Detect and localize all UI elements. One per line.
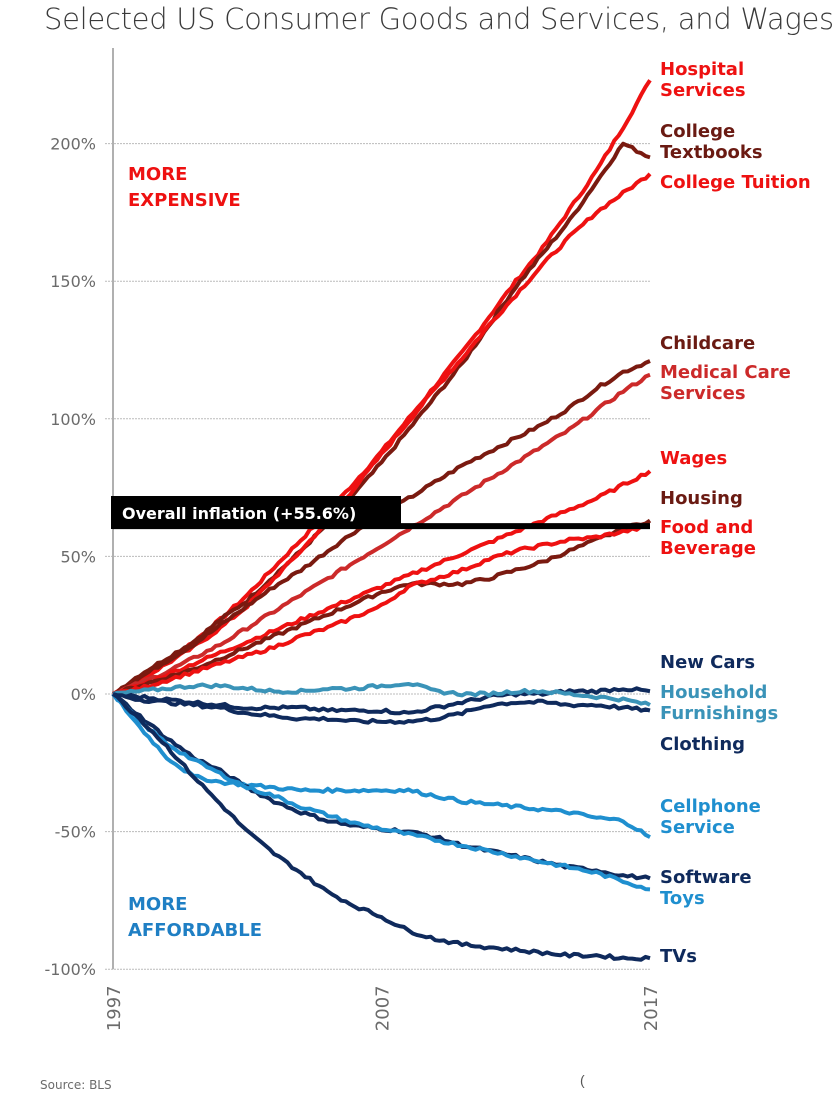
series-labels: Hospital Services College Textbooks College … xyxy=(660,59,811,967)
y-tick-label: 0% xyxy=(71,685,96,704)
stray-glyph: ( xyxy=(580,1072,585,1088)
series-line-tvs xyxy=(111,692,651,962)
x-tick-label: 2007 xyxy=(373,985,394,1031)
series-line-medical-care-services xyxy=(112,372,651,696)
series-label-cellphone-service: Cellphone Service xyxy=(660,796,761,838)
overall-inflation-label: Overall inflation (+55.6%) xyxy=(122,504,356,523)
y-tick-label: -100% xyxy=(44,960,96,979)
series-label-housing: Housing xyxy=(660,488,743,509)
series-label-college-tuition: College Tuition xyxy=(660,172,811,193)
overall-inflation-marker: Overall inflation (+55.6%) xyxy=(111,496,650,530)
series-label-new-cars: New Cars xyxy=(660,652,755,673)
series-line-hospital-services xyxy=(111,79,652,696)
series-label-software: Software xyxy=(660,867,752,888)
series-line-wages xyxy=(112,469,652,696)
series-line-toys xyxy=(111,692,651,892)
x-axis-ticks: 1997 2007 2017 xyxy=(104,985,662,1031)
series-line-household-furnishings xyxy=(112,682,651,707)
region-annotations: MORE EXPENSIVE MORE AFFORDABLE xyxy=(128,164,262,941)
y-tick-label: 150% xyxy=(50,272,96,291)
series-label-wages: Wages xyxy=(660,448,727,469)
series-line-clothing xyxy=(112,692,651,725)
series-label-household-furnishings: Household Furnishings xyxy=(660,682,778,724)
series-label-food-and-beverage: Food and Beverage xyxy=(660,517,756,559)
series-lines xyxy=(111,79,652,962)
y-tick-label: 100% xyxy=(50,410,96,429)
y-tick-label: 50% xyxy=(60,547,96,566)
y-axis-ticks: -100% -50% 0% 50% 100% 150% 200% xyxy=(44,135,96,980)
series-line-college-tuition xyxy=(112,172,652,696)
series-label-tvs: TVs xyxy=(660,946,697,967)
overall-inflation-label-box xyxy=(111,496,401,529)
series-label-toys: Toys xyxy=(660,888,705,909)
y-tick-label: -50% xyxy=(55,823,96,842)
more-expensive-annotation: MORE EXPENSIVE xyxy=(128,164,241,211)
series-label-hospital-services: Hospital Services xyxy=(660,59,746,101)
source-note: Source: BLS xyxy=(40,1078,112,1092)
x-tick-label: 1997 xyxy=(104,985,125,1031)
series-label-college-textbooks: College Textbooks xyxy=(660,121,763,163)
grid-lines xyxy=(105,143,650,970)
series-line-food-and-beverage xyxy=(112,524,651,696)
y-tick-label: 200% xyxy=(50,135,96,154)
x-tick-label: 2017 xyxy=(641,985,662,1031)
series-line-cellphone-service xyxy=(111,692,651,839)
series-label-medical-care-services: Medical Care Services xyxy=(660,362,791,404)
series-label-childcare: Childcare xyxy=(660,333,755,354)
more-affordable-annotation: MORE AFFORDABLE xyxy=(128,894,262,941)
series-label-clothing: Clothing xyxy=(660,734,745,755)
chart-title: Selected US Consumer Goods and Services,… xyxy=(44,2,834,36)
